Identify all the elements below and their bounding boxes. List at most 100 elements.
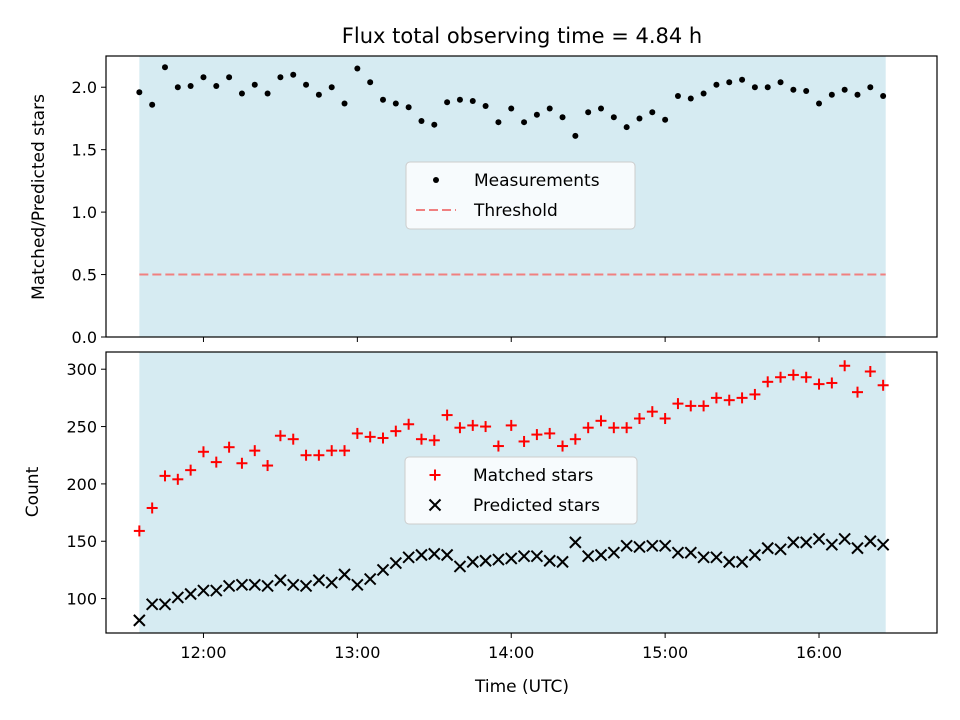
matched-star-point (672, 398, 684, 410)
measurement-point (226, 74, 233, 81)
plot-frame (105, 351, 938, 634)
matched-star-point (249, 445, 261, 457)
legend-box (405, 161, 636, 230)
measurement-point (290, 71, 297, 78)
y-axis-label: Matched/Predicted stars (29, 94, 49, 300)
measurement-point (649, 109, 656, 116)
matched-star-point (608, 422, 620, 434)
predicted-star-point (799, 536, 813, 549)
matched-star-point (864, 365, 876, 377)
matched-star-point (454, 422, 466, 434)
predicted-star-point (658, 539, 672, 553)
predicted-star-point (748, 548, 762, 562)
measurement-point (303, 81, 310, 88)
measurement-point (328, 84, 335, 91)
y-axis-ticks: 0.0 0.5 1.0 1.5 2.0 (72, 78, 106, 347)
measurement-point (572, 132, 579, 139)
measurement-point (392, 100, 399, 107)
predicted-star-point (248, 578, 261, 592)
predicted-star-point (787, 536, 800, 549)
y-tick-label: 200 (66, 475, 97, 494)
matched-star-point (236, 457, 248, 469)
x-axis-ticks (202, 337, 820, 342)
measurement-point (828, 91, 835, 98)
matched-star-point (159, 470, 171, 482)
matched-star-point (326, 445, 338, 457)
matched-star-point (698, 400, 710, 412)
predicted-star-point (620, 539, 633, 553)
panel-ratio: 0.00.51.01.52.0 Matched/Predicted stars … (29, 55, 938, 347)
predicted-star-point (453, 560, 467, 573)
matched-star-point (197, 446, 209, 458)
matched-star-point (274, 430, 286, 442)
matched-star-point (300, 449, 312, 461)
measurement-point (867, 84, 874, 91)
measurement-point (854, 91, 861, 98)
measurement-point (469, 97, 476, 104)
measurement-point (354, 65, 361, 72)
predicted-star-point (556, 555, 569, 569)
legend-symbol (429, 469, 441, 481)
measurement-point (726, 79, 733, 86)
predicted-star-point (876, 538, 890, 551)
measurement-point (264, 90, 271, 97)
y-tick-label: 1.5 (72, 141, 97, 160)
predicted-star-point (851, 541, 864, 555)
measurement-point (751, 84, 758, 91)
measurement-point (533, 111, 540, 118)
y-tick-label: 100 (66, 590, 97, 609)
axes-border (105, 351, 938, 634)
x-tick-label: 12:00 (180, 643, 226, 662)
measurement-point (174, 84, 181, 91)
predicted-star-point (505, 552, 518, 565)
matched-star-point (659, 413, 671, 425)
predicted-star-point (274, 574, 287, 587)
legend-box (404, 456, 638, 525)
measurement-point (521, 119, 528, 126)
legend: Measurements Threshold (405, 161, 636, 230)
predicted-star-point (222, 579, 236, 593)
predicted-star-point (376, 563, 390, 577)
measurement-point (700, 90, 707, 97)
matched-star-point (710, 392, 722, 404)
measurement-point (585, 109, 592, 116)
predicted-star-point (287, 578, 300, 592)
predicted-star-point (415, 548, 428, 562)
predicted-star-point (440, 548, 454, 562)
legend-label: Threshold (473, 201, 558, 221)
matched-star-point (800, 371, 812, 383)
measurement-point (405, 104, 412, 111)
predicted-star-point (735, 555, 749, 569)
matched-star-point (146, 502, 158, 514)
matched-star-point (390, 425, 402, 437)
matched-star-point (544, 427, 556, 439)
measurement-point (200, 74, 207, 81)
y-tick-label: 150 (66, 532, 97, 551)
matched-star-point (826, 377, 838, 389)
matched-star-point (262, 460, 274, 472)
legend-symbol (428, 498, 442, 512)
measurement-points (136, 64, 887, 139)
predicted-star-point (864, 535, 877, 548)
predicted-star-point (312, 574, 326, 587)
y-tick-label: 0.0 (72, 328, 97, 347)
predicted-star-point (197, 584, 210, 597)
predicted-star-point (479, 554, 492, 567)
matched-star-point (518, 435, 530, 447)
predicted-star-point (261, 579, 274, 593)
predicted-star-point (402, 551, 415, 564)
matched-star-point (492, 440, 504, 452)
measurement-point (380, 96, 386, 103)
panel-count: 100 150 200 250 300 12:00 13:00 14:00 15:00 16:0… (23, 351, 938, 697)
predicted-star-point (530, 549, 544, 563)
predicted-star-point (389, 556, 403, 570)
axes-border (105, 55, 938, 338)
measurement-point (431, 121, 438, 128)
predicted-star-point (466, 555, 479, 569)
legend-label: Predicted stars (473, 496, 600, 516)
predicted-star-point (363, 572, 377, 586)
measurement-point (508, 105, 515, 112)
matched-star-point (480, 421, 492, 433)
measurement-point (713, 81, 720, 88)
x-axis-ticks: 12:00 13:00 14:00 15:00 16:00 (180, 633, 842, 662)
